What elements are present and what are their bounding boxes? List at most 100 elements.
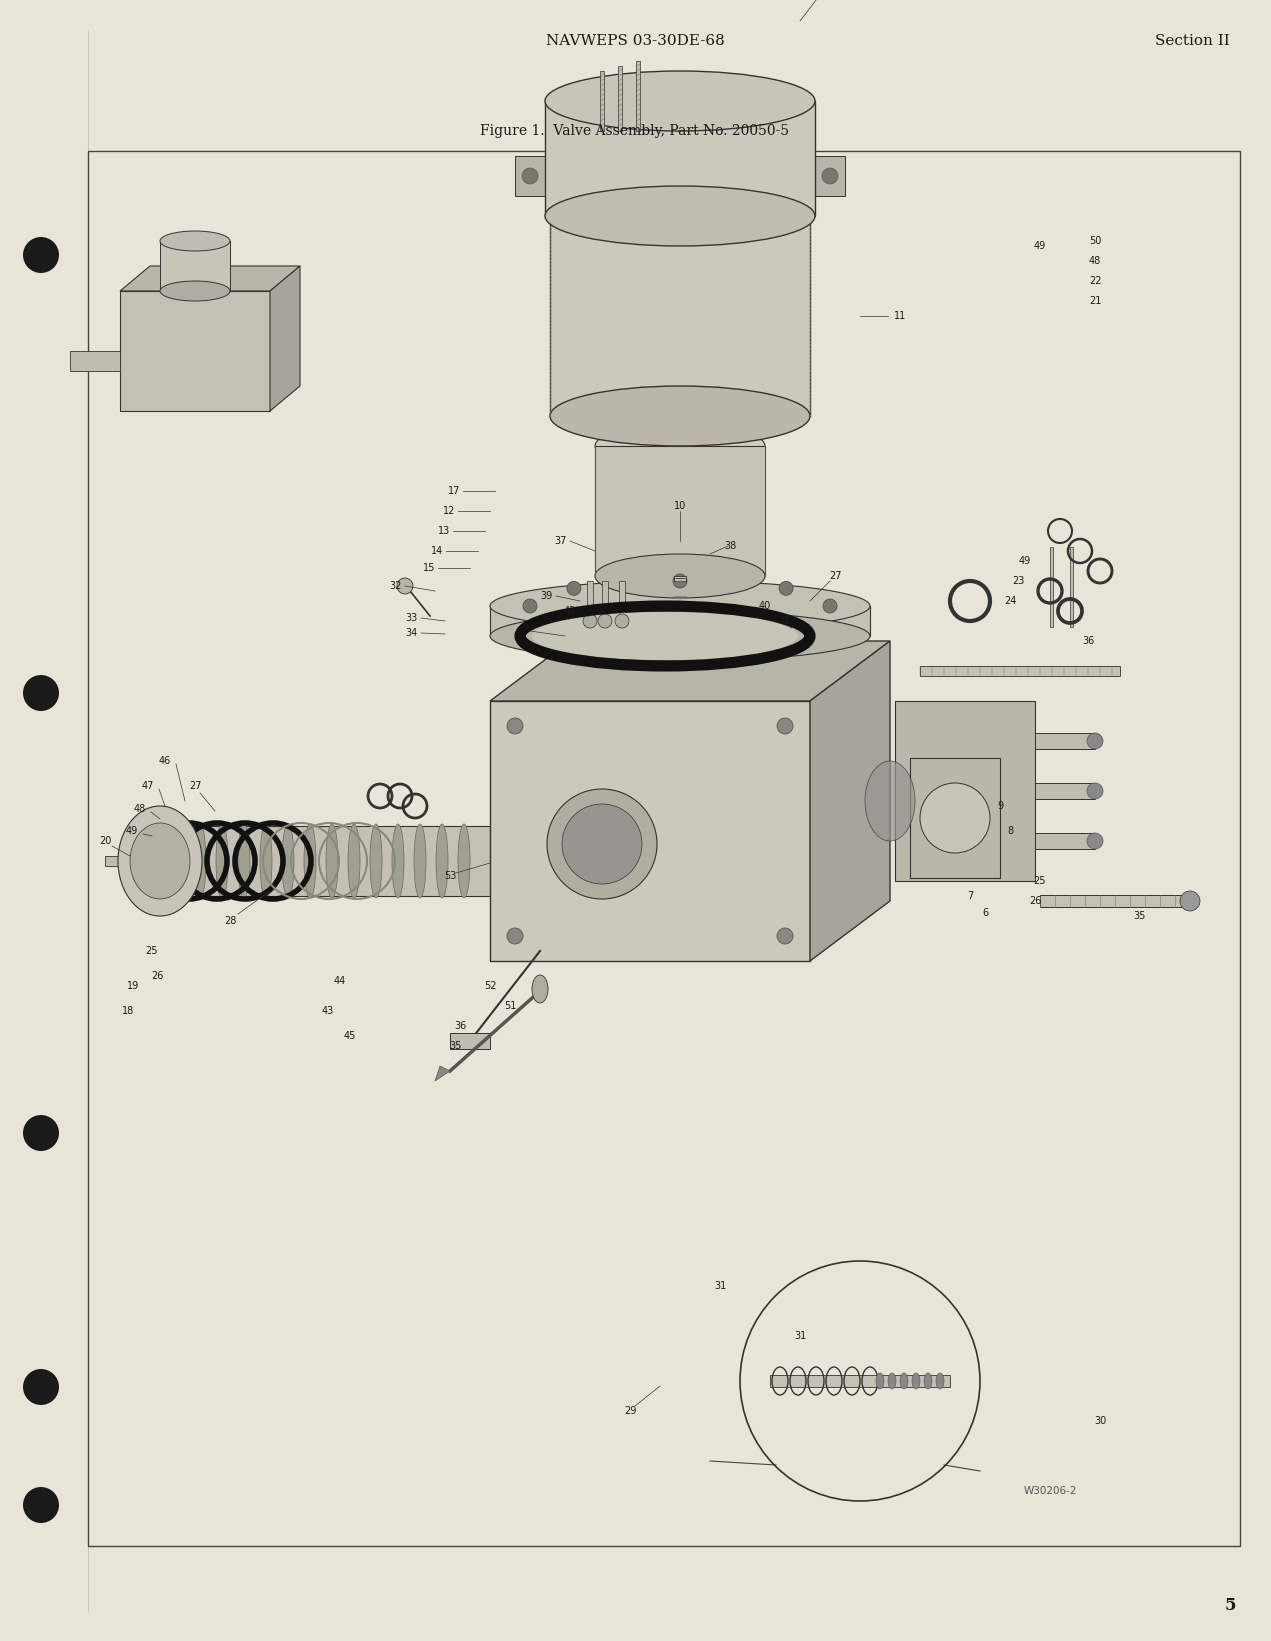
Text: 7: 7 xyxy=(967,891,974,901)
Ellipse shape xyxy=(160,281,230,300)
Ellipse shape xyxy=(491,610,871,661)
Ellipse shape xyxy=(567,581,581,596)
Ellipse shape xyxy=(325,824,338,898)
Bar xyxy=(595,446,765,576)
Bar xyxy=(587,581,594,620)
Text: 25: 25 xyxy=(1033,876,1046,886)
Ellipse shape xyxy=(194,824,206,898)
Text: 45: 45 xyxy=(344,1031,356,1040)
Polygon shape xyxy=(119,266,300,290)
Text: 38: 38 xyxy=(724,542,736,551)
Ellipse shape xyxy=(674,574,688,587)
Bar xyxy=(119,290,269,410)
Text: 49: 49 xyxy=(126,825,139,835)
Text: 48: 48 xyxy=(1089,256,1101,266)
Bar xyxy=(491,606,871,637)
Text: 22: 22 xyxy=(1089,276,1101,286)
Bar xyxy=(636,61,641,131)
Ellipse shape xyxy=(597,614,613,629)
Ellipse shape xyxy=(135,825,205,896)
Text: 23: 23 xyxy=(1012,576,1024,586)
Bar xyxy=(450,1032,491,1049)
Bar xyxy=(618,66,622,131)
Ellipse shape xyxy=(130,824,189,899)
Bar xyxy=(619,581,625,620)
Ellipse shape xyxy=(370,824,383,898)
Text: 6: 6 xyxy=(982,907,988,917)
Ellipse shape xyxy=(238,824,250,898)
Text: 51: 51 xyxy=(503,1001,516,1011)
Ellipse shape xyxy=(547,789,657,899)
Ellipse shape xyxy=(550,386,810,446)
Text: 40: 40 xyxy=(759,601,771,610)
Ellipse shape xyxy=(533,975,548,1003)
Text: 42: 42 xyxy=(564,606,576,615)
Text: 35: 35 xyxy=(449,1040,461,1050)
Text: 10: 10 xyxy=(674,501,686,510)
Bar xyxy=(550,217,810,417)
Text: 46: 46 xyxy=(159,757,172,766)
Polygon shape xyxy=(810,156,845,195)
Ellipse shape xyxy=(491,581,871,632)
Ellipse shape xyxy=(118,806,202,916)
Text: 26: 26 xyxy=(1028,896,1041,906)
Bar xyxy=(602,581,608,620)
Text: 13: 13 xyxy=(437,527,450,537)
Bar xyxy=(1070,546,1073,627)
Circle shape xyxy=(23,1487,58,1523)
Text: 21: 21 xyxy=(1089,295,1101,305)
Text: 28: 28 xyxy=(224,916,236,926)
Ellipse shape xyxy=(304,824,316,898)
Text: 33: 33 xyxy=(405,614,418,624)
Ellipse shape xyxy=(216,824,228,898)
Text: 24: 24 xyxy=(1004,596,1017,606)
Text: 31: 31 xyxy=(794,1331,806,1341)
Ellipse shape xyxy=(900,1374,907,1388)
Ellipse shape xyxy=(615,614,629,629)
Ellipse shape xyxy=(595,555,765,597)
Ellipse shape xyxy=(348,824,360,898)
Bar xyxy=(1035,783,1096,799)
Ellipse shape xyxy=(160,231,230,251)
Text: 31: 31 xyxy=(714,1282,726,1291)
Ellipse shape xyxy=(876,1374,885,1388)
Ellipse shape xyxy=(888,1374,896,1388)
Ellipse shape xyxy=(397,578,413,594)
Bar xyxy=(895,701,1035,881)
Text: 29: 29 xyxy=(624,1406,637,1416)
Text: 15: 15 xyxy=(423,563,435,573)
Bar xyxy=(491,701,810,962)
Ellipse shape xyxy=(583,614,597,629)
Text: 11: 11 xyxy=(894,312,906,322)
Ellipse shape xyxy=(522,599,538,614)
Circle shape xyxy=(23,674,58,711)
Text: 49: 49 xyxy=(1019,556,1031,566)
Ellipse shape xyxy=(261,824,272,898)
Polygon shape xyxy=(910,758,1000,878)
Ellipse shape xyxy=(913,1374,920,1388)
Text: 20: 20 xyxy=(99,835,111,847)
Text: Section II: Section II xyxy=(1155,34,1230,48)
Bar xyxy=(674,576,686,581)
Ellipse shape xyxy=(522,167,538,184)
Bar xyxy=(1035,834,1096,848)
Polygon shape xyxy=(810,642,890,962)
Ellipse shape xyxy=(924,1374,932,1388)
Ellipse shape xyxy=(1179,891,1200,911)
Bar xyxy=(1035,734,1096,748)
Polygon shape xyxy=(269,266,300,410)
Bar xyxy=(105,857,155,866)
Ellipse shape xyxy=(507,929,522,944)
Bar xyxy=(770,1375,949,1387)
Ellipse shape xyxy=(777,719,793,734)
Circle shape xyxy=(23,1369,58,1405)
Bar xyxy=(88,151,1240,1546)
Ellipse shape xyxy=(822,167,838,184)
Text: 49: 49 xyxy=(1033,241,1046,251)
Ellipse shape xyxy=(777,929,793,944)
Ellipse shape xyxy=(562,804,642,884)
Ellipse shape xyxy=(779,581,793,596)
Text: NAVWEPS 03-30DE-68: NAVWEPS 03-30DE-68 xyxy=(545,34,724,48)
Ellipse shape xyxy=(920,783,990,853)
Ellipse shape xyxy=(674,624,688,638)
